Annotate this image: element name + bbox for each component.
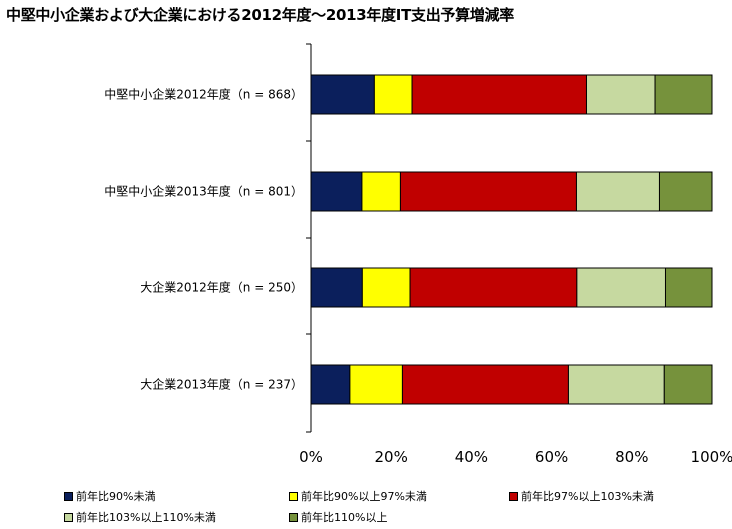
bar-segment xyxy=(663,364,713,405)
bar-segment xyxy=(310,171,363,212)
bar-segment xyxy=(567,364,665,405)
bar-segment xyxy=(361,267,411,308)
bar-segment xyxy=(373,74,413,115)
x-tick-label: 80% xyxy=(615,448,648,466)
x-tick-label: 20% xyxy=(375,448,408,466)
bar-segment xyxy=(575,171,660,212)
bar-segment xyxy=(310,364,351,405)
legend-item: 前年比103%以上110%未満 xyxy=(64,509,216,525)
legend-swatch xyxy=(289,512,298,522)
legend-item: 前年比97%以上103%未満 xyxy=(509,488,654,504)
x-tick-label: 0% xyxy=(299,448,323,466)
bar-segment xyxy=(399,171,577,212)
legend-swatch xyxy=(64,512,73,522)
bar-segment xyxy=(349,364,403,405)
legend-label: 前年比90%以上97%未満 xyxy=(301,490,427,503)
legend-label: 前年比90%未満 xyxy=(76,490,156,503)
x-tick-label: 40% xyxy=(455,448,488,466)
legend-swatch xyxy=(64,491,73,501)
x-tick-label: 60% xyxy=(535,448,568,466)
bar-segment xyxy=(576,267,666,308)
category-label: 中堅中小企業2012年度（n = 868） xyxy=(104,87,303,102)
legend-swatch xyxy=(509,491,518,501)
bar-segment xyxy=(361,171,401,212)
category-label: 大企業2013年度（n = 237） xyxy=(140,377,303,392)
bar-segment xyxy=(409,267,578,308)
bar-segment xyxy=(654,74,713,115)
bar-segment xyxy=(664,267,713,308)
bar-segment xyxy=(310,74,375,115)
bar-segment xyxy=(310,267,363,308)
bar-segment xyxy=(411,74,587,115)
legend-item: 前年比110%以上 xyxy=(289,509,387,525)
chart-legend: 前年比90%未満 前年比90%以上97%未満 前年比97%以上103%未満前年比10… xyxy=(64,488,724,528)
category-label: 大企業2012年度（n = 250） xyxy=(140,280,303,295)
legend-item: 前年比90%未満 xyxy=(64,488,155,504)
x-tick-label: 100% xyxy=(691,448,732,466)
legend-swatch xyxy=(289,491,298,501)
bar-segment xyxy=(585,74,656,115)
bar-segment xyxy=(401,364,569,405)
bar-segment xyxy=(658,171,713,212)
legend-label: 前年比103%以上110%未満 xyxy=(76,511,216,524)
chart-plot-area: 中堅中小企業2012年度（n = 868） 中堅中小企業2013年度（n = 80… xyxy=(104,43,732,466)
category-label: 中堅中小企業2013年度（n = 801） xyxy=(104,184,303,199)
legend-label: 前年比110%以上 xyxy=(301,511,388,524)
legend-label: 前年比97%以上103%未満 xyxy=(521,490,654,503)
legend-item: 前年比90%以上97%未満 xyxy=(289,488,427,504)
chart-title: 中堅中小企業および大企業における2012年度～2013年度IT支出予算増減率 xyxy=(6,6,514,24)
